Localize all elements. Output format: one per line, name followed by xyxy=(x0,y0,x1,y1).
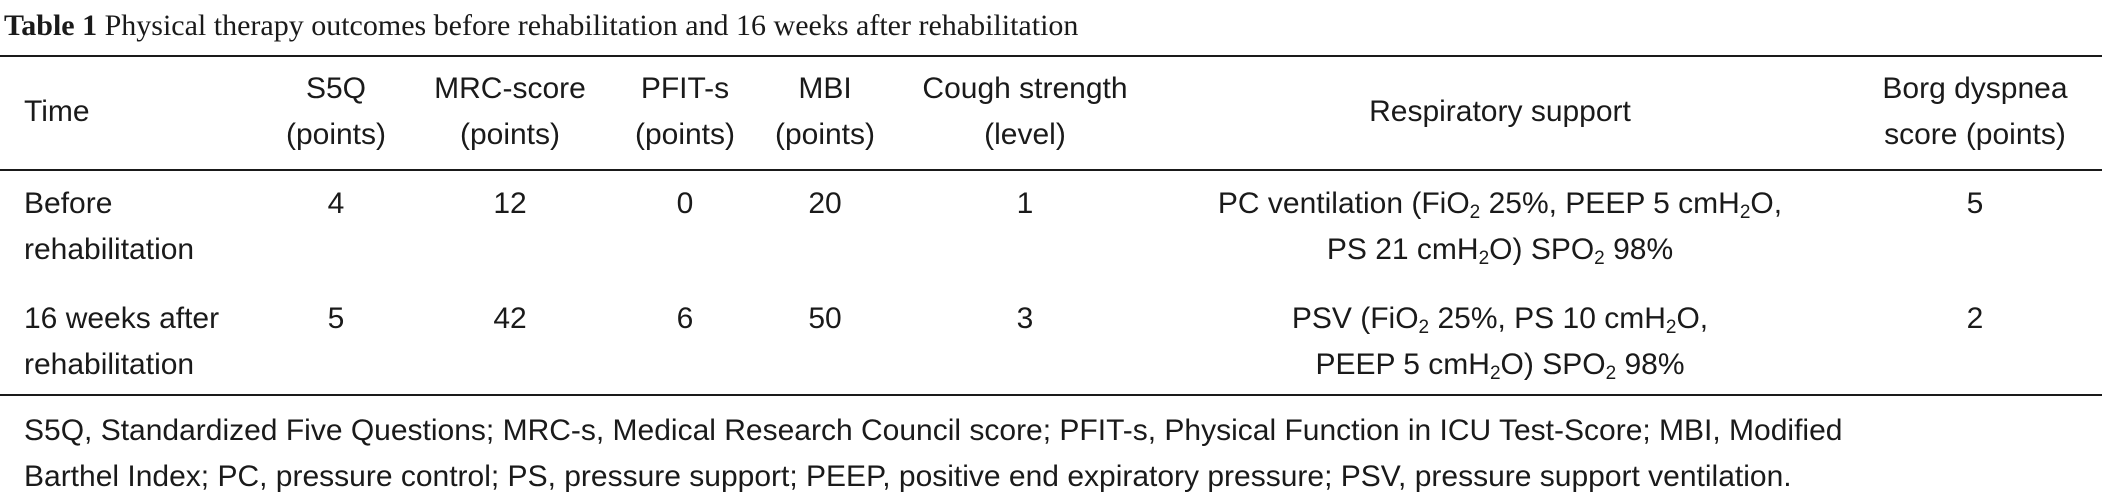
header-time: Time xyxy=(24,95,90,128)
table-footnote: S5Q, Standardized Five Questions; MRC-s,… xyxy=(24,408,1842,500)
row-mrc-score: 42 xyxy=(493,302,527,335)
header-cough-strength: Cough strength (level) xyxy=(922,72,1128,151)
row-cough-strength: 3 xyxy=(1016,302,1034,335)
row-respiratory-support: PC ventilation (FiO2 25%, PEEP 5 cmH2O, … xyxy=(1217,187,1783,269)
table-caption: Table 1 Physical therapy outcomes before… xyxy=(4,6,1078,46)
row-respiratory-support: PSV (FiO2 25%, PS 10 cmH2O, PEEP 5 cmH2O… xyxy=(1291,302,1709,384)
footnote-line: Barthel Index; PC, pressure control; PS,… xyxy=(24,460,1792,493)
row-s5q: 5 xyxy=(327,302,345,335)
header-borg-dyspnea: Borg dyspnea score (points) xyxy=(1882,72,2068,151)
table-top-rule xyxy=(0,55,2102,57)
row-mbi: 50 xyxy=(808,302,842,335)
table-caption-label: Table 1 xyxy=(4,9,98,42)
row-time: Before rehabilitation xyxy=(24,187,195,266)
table-header-rule xyxy=(0,169,2102,171)
header-mbi: MBI (points) xyxy=(774,72,876,151)
header-respiratory-support: Respiratory support xyxy=(1369,95,1631,128)
header-mrc-score: MRC-score (points) xyxy=(434,72,586,151)
row-mbi: 20 xyxy=(808,187,842,220)
footnote-line: S5Q, Standardized Five Questions; MRC-s,… xyxy=(24,414,1843,447)
row-pfit-s: 6 xyxy=(676,302,694,335)
row-time: 16 weeks after rehabilitation xyxy=(24,302,220,381)
row-s5q: 4 xyxy=(327,187,345,220)
row-cough-strength: 1 xyxy=(1016,187,1034,220)
row-pfit-s: 0 xyxy=(676,187,694,220)
header-pfit-s: PFIT-s (points) xyxy=(634,72,736,151)
header-s5q: S5Q (points) xyxy=(285,72,387,151)
row-mrc-score: 12 xyxy=(493,187,527,220)
row-borg-dyspnea: 2 xyxy=(1966,302,1984,335)
row-borg-dyspnea: 5 xyxy=(1966,187,1984,220)
table-bottom-rule xyxy=(0,394,2102,396)
table-caption-text: Physical therapy outcomes before rehabil… xyxy=(104,9,1079,42)
